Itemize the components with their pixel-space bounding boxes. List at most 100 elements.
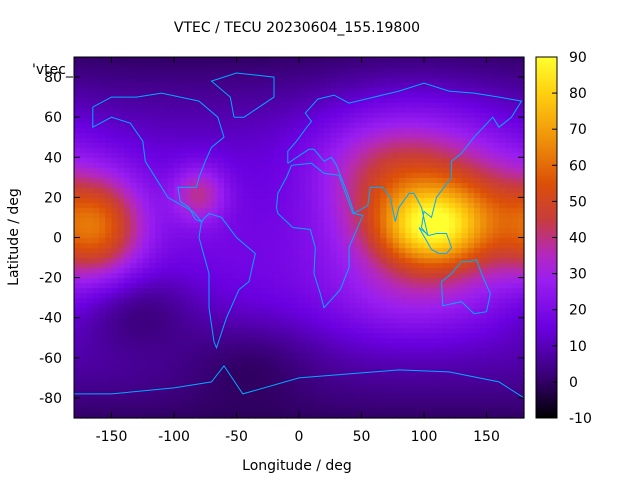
heatmap-cell [274, 407, 281, 414]
heatmap-cell [124, 292, 131, 299]
heatmap-cell [417, 352, 425, 359]
heatmap-cell [130, 237, 138, 244]
heatmap-cell [449, 112, 456, 118]
heatmap-cell [417, 117, 425, 123]
heatmap-cell [74, 242, 81, 249]
heatmap-cell [249, 162, 256, 168]
heatmap-cell [74, 297, 81, 304]
heatmap-cell [474, 312, 481, 319]
heatmap-cell [355, 272, 363, 279]
heatmap-cell [124, 62, 131, 68]
heatmap-cell [355, 187, 363, 193]
heatmap-cell [130, 392, 138, 399]
heatmap-cell [136, 127, 144, 133]
heatmap-cell [417, 232, 425, 239]
heatmap-cell [186, 357, 194, 364]
heatmap-cell [242, 107, 250, 113]
heatmap-cell [486, 227, 494, 234]
heatmap-cell [442, 167, 450, 173]
heatmap-cell [442, 342, 450, 349]
heatmap-cell [267, 352, 275, 359]
heatmap-cell [236, 142, 244, 148]
heatmap-cell [467, 257, 475, 264]
heatmap-cell [349, 127, 356, 133]
heatmap-cell [180, 262, 188, 269]
heatmap-cell [261, 72, 269, 78]
heatmap-cell [92, 297, 100, 304]
heatmap-cell [80, 82, 88, 88]
heatmap-cell [374, 132, 381, 138]
heatmap-cell [380, 317, 388, 324]
heatmap-cell [249, 157, 256, 163]
heatmap-cell [217, 187, 225, 193]
heatmap-cell [480, 167, 488, 173]
heatmap-cell [330, 62, 338, 68]
heatmap-cell [249, 197, 256, 203]
heatmap-cell [142, 397, 150, 404]
heatmap-cell [424, 147, 431, 153]
heatmap-cell [261, 217, 269, 224]
heatmap-cell [361, 187, 369, 193]
heatmap-cell [130, 87, 138, 93]
heatmap-cell [124, 247, 131, 254]
heatmap-cell [380, 172, 388, 178]
heatmap-cell [161, 397, 169, 404]
heatmap-cell [192, 117, 200, 123]
heatmap-cell [142, 402, 150, 409]
heatmap-cell [392, 267, 400, 274]
heatmap-cell [386, 252, 394, 259]
heatmap-cell [492, 142, 500, 148]
heatmap-cell [317, 272, 325, 279]
heatmap-cell [461, 102, 469, 108]
heatmap-cell [392, 202, 400, 209]
heatmap-cell [199, 392, 206, 399]
heatmap-cell [499, 72, 506, 78]
heatmap-cell [430, 307, 438, 314]
heatmap-cell [155, 312, 163, 319]
heatmap-cell [211, 367, 219, 374]
heatmap-cell [330, 337, 338, 344]
heatmap-cell [492, 72, 500, 78]
heatmap-cell [186, 362, 194, 369]
heatmap-cell [224, 117, 231, 123]
heatmap-cell [417, 302, 425, 309]
heatmap-cell [280, 347, 288, 354]
heatmap-cell [311, 232, 319, 239]
heatmap-cell [286, 372, 294, 379]
heatmap-cell [424, 342, 431, 349]
heatmap-cell [505, 392, 513, 399]
heatmap-cell [386, 352, 394, 359]
heatmap-cell [499, 227, 506, 234]
heatmap-cell [480, 67, 488, 73]
heatmap-cell [436, 407, 444, 414]
heatmap-cell [161, 72, 169, 78]
heatmap-cell [136, 147, 144, 153]
heatmap-cell [199, 67, 206, 73]
heatmap-cell [92, 302, 100, 309]
heatmap-cell [211, 162, 219, 168]
heatmap-cell [124, 192, 131, 198]
heatmap-cell [142, 212, 150, 219]
heatmap-cell [467, 292, 475, 299]
heatmap-cell [336, 202, 344, 209]
heatmap-cell [224, 157, 231, 163]
heatmap-cell [374, 277, 381, 284]
heatmap-cell [374, 62, 381, 68]
heatmap-cell [486, 132, 494, 138]
heatmap-cell [249, 337, 256, 344]
heatmap-cell [92, 267, 100, 274]
heatmap-cell [461, 122, 469, 128]
heatmap-cell [230, 277, 238, 284]
heatmap-cell [342, 312, 350, 319]
heatmap-cell [155, 392, 163, 399]
chart-title: VTEC / TECU 20230604_155.19800 [174, 20, 420, 36]
heatmap-cell [430, 377, 438, 384]
heatmap-cell [111, 237, 119, 244]
heatmap-cell [405, 412, 413, 419]
heatmap-cell [505, 402, 513, 409]
heatmap-cell [280, 72, 288, 78]
heatmap-cell [211, 92, 219, 98]
heatmap-cell [455, 252, 463, 259]
heatmap-cell [167, 412, 175, 419]
heatmap-cell [142, 107, 150, 113]
